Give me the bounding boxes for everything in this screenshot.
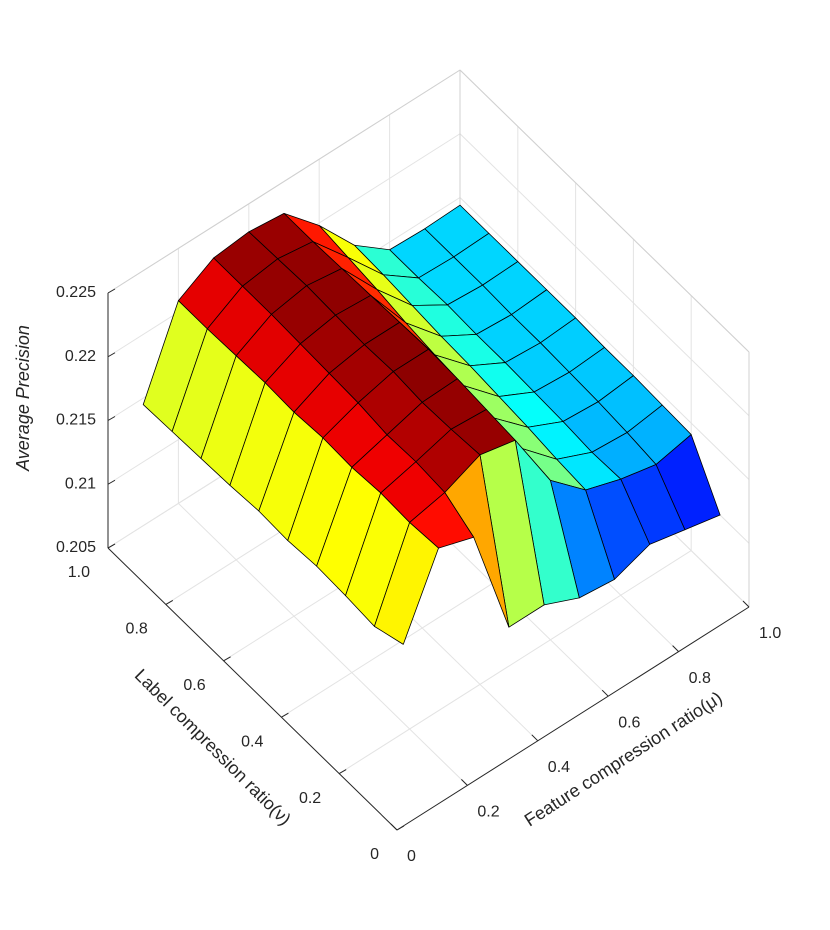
y-tick-label: 0.8 <box>126 621 148 638</box>
y-axis-label: Label compression ratio(ν) <box>131 665 295 829</box>
x-tick-label: 0.8 <box>689 670 711 687</box>
tick-mark <box>601 689 609 697</box>
x-tick-label: 0.2 <box>477 804 499 821</box>
grid-line <box>338 550 692 775</box>
z-tick-label: 0.205 <box>56 539 96 556</box>
x-tick-label: 0.4 <box>548 759 570 776</box>
z-tick-label: 0.215 <box>56 412 96 429</box>
x-tick-label: 0 <box>407 848 416 865</box>
x-tick-label: 1.0 <box>759 625 781 642</box>
tick-mark <box>107 479 116 485</box>
tick-mark <box>223 656 231 662</box>
y-axis <box>107 547 398 831</box>
z-tick-label: 0.22 <box>65 348 96 365</box>
tick-mark <box>742 600 750 608</box>
tick-mark <box>531 734 539 742</box>
x-axis <box>396 606 750 831</box>
x-tick-label: 0.6 <box>618 714 640 731</box>
y-tick-label: 0.2 <box>299 790 321 807</box>
tick-mark <box>107 416 116 421</box>
z-axis-label: Average Precision <box>13 325 33 472</box>
tick-mark <box>107 288 116 294</box>
tick-mark <box>107 543 116 549</box>
tick-mark <box>672 645 679 652</box>
tick-mark <box>107 352 116 358</box>
y-tick-label: 0 <box>370 846 379 863</box>
grid-line <box>178 503 468 786</box>
tick-mark <box>396 825 405 831</box>
axis-box <box>107 69 461 294</box>
tick-mark <box>165 599 174 605</box>
surface-face <box>373 522 439 645</box>
y-tick-label: 0.4 <box>241 733 263 750</box>
tick-mark <box>281 712 289 718</box>
tick-mark <box>338 769 347 775</box>
y-tick-label: 0.6 <box>183 677 205 694</box>
z-tick-label: 0.225 <box>56 284 96 301</box>
tick-mark <box>390 823 398 831</box>
grid-line <box>459 133 750 417</box>
grid-line <box>459 197 750 480</box>
y-tick-label: 1.0 <box>68 564 90 581</box>
z-tick-label: 0.21 <box>65 475 96 492</box>
axis-box <box>459 69 750 353</box>
tick-mark <box>461 779 468 786</box>
